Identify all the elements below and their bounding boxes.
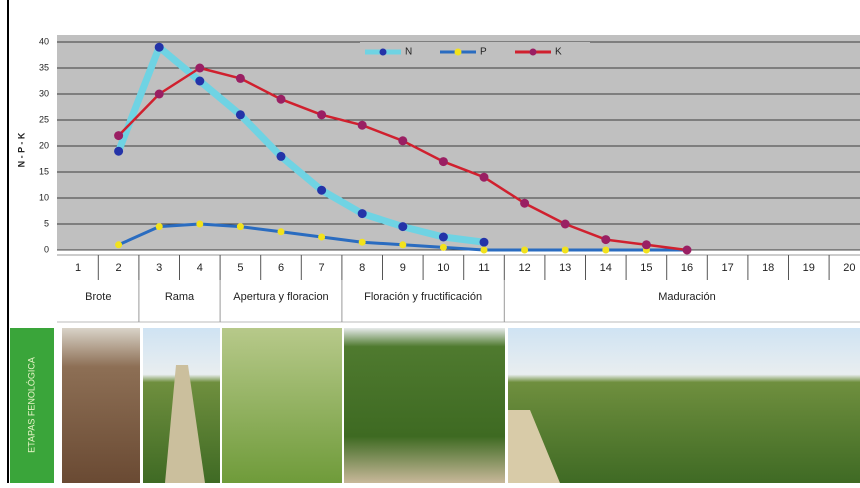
- data-point: [399, 241, 407, 249]
- data-point: [195, 63, 205, 73]
- stage-label: Apertura y floracion: [233, 291, 328, 303]
- data-point: [235, 110, 245, 120]
- data-point: [641, 240, 651, 250]
- x-tick-label: 18: [762, 262, 774, 274]
- x-tick-label: 13: [559, 262, 571, 274]
- data-point: [195, 76, 205, 86]
- stage-label: Brote: [85, 291, 111, 303]
- y-tick-label: 0: [44, 244, 49, 254]
- y-tick-label: 15: [39, 166, 49, 176]
- stage-title: ETAPAS FENOLÓGICA: [26, 357, 36, 453]
- photo: [222, 328, 342, 483]
- data-point: [479, 237, 489, 247]
- x-tick-label: 3: [156, 262, 162, 274]
- data-point: [480, 246, 488, 254]
- x-tick-label: 9: [400, 262, 406, 274]
- legend-label: P: [480, 47, 487, 58]
- data-point: [561, 246, 569, 254]
- x-tick-label: 11: [478, 262, 489, 274]
- data-point: [438, 157, 448, 167]
- data-point: [277, 228, 285, 236]
- data-point: [439, 243, 447, 251]
- data-point: [114, 131, 124, 141]
- data-point: [196, 220, 204, 228]
- x-tick-label: 1: [75, 262, 81, 274]
- x-tick-label: 20: [843, 262, 855, 274]
- data-point: [398, 136, 408, 146]
- data-point: [115, 241, 123, 249]
- photo-path: [165, 365, 205, 483]
- y-tick-label: 25: [39, 114, 49, 124]
- data-point: [479, 172, 489, 182]
- y-tick-label: 35: [39, 62, 49, 72]
- stage-band: [10, 328, 54, 483]
- x-tick-label: 2: [116, 262, 122, 274]
- x-tick-label: 16: [681, 262, 693, 274]
- data-point: [602, 246, 610, 254]
- legend-marker: [379, 48, 387, 56]
- data-point: [155, 223, 163, 231]
- data-point: [438, 232, 448, 242]
- data-point: [317, 185, 327, 195]
- photo: [344, 328, 505, 483]
- data-point: [357, 120, 367, 130]
- photo: [62, 328, 140, 483]
- x-tick-label: 6: [278, 262, 284, 274]
- y-tick-label: 30: [39, 88, 49, 98]
- x-tick-label: 17: [721, 262, 733, 274]
- stage-label: Floración y fructificación: [364, 291, 482, 303]
- data-point: [398, 222, 408, 232]
- legend-label: K: [555, 47, 562, 58]
- data-point: [276, 151, 286, 161]
- photo-path: [508, 410, 560, 483]
- data-point: [236, 223, 244, 231]
- legend-label: N: [405, 47, 412, 58]
- legend-marker: [454, 48, 462, 56]
- data-point: [154, 89, 164, 99]
- data-point: [154, 42, 164, 52]
- data-point: [357, 209, 367, 219]
- x-tick-label: 19: [803, 262, 815, 274]
- x-tick-label: 5: [237, 262, 243, 274]
- x-tick-label: 15: [640, 262, 652, 274]
- data-point: [235, 73, 245, 83]
- x-tick-label: 7: [319, 262, 325, 274]
- data-point: [317, 110, 327, 120]
- x-tick-label: 4: [197, 262, 203, 274]
- data-point: [358, 238, 366, 246]
- data-point: [521, 246, 529, 254]
- data-point: [560, 219, 570, 229]
- y-tick-label: 20: [39, 140, 49, 150]
- x-tick-label: 10: [437, 262, 449, 274]
- data-point: [318, 233, 326, 241]
- y-tick-label: 10: [39, 192, 49, 202]
- x-tick-label: 12: [518, 262, 530, 274]
- y-axis-label: N - P - K: [16, 132, 26, 167]
- plot-area: [57, 35, 860, 250]
- data-point: [601, 235, 611, 245]
- data-point: [114, 146, 124, 156]
- data-point: [520, 198, 530, 208]
- stage-label: Rama: [165, 291, 195, 303]
- photo: [508, 328, 860, 483]
- stage-label: Maduración: [658, 291, 715, 303]
- x-tick-label: 14: [600, 262, 612, 274]
- data-point: [682, 245, 692, 255]
- legend-marker: [529, 48, 537, 56]
- y-tick-label: 40: [39, 36, 49, 46]
- y-tick-label: 5: [44, 218, 49, 228]
- data-point: [276, 94, 286, 104]
- x-tick-label: 8: [359, 262, 365, 274]
- series-line: [115, 43, 485, 246]
